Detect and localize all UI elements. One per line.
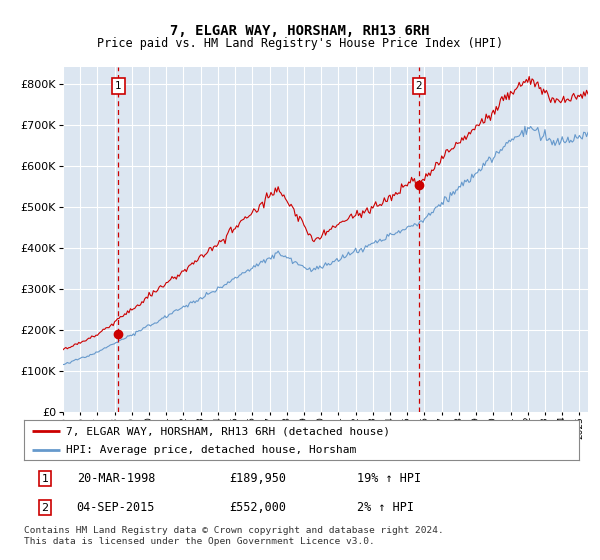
Text: 19% ↑ HPI: 19% ↑ HPI bbox=[357, 472, 421, 485]
Text: 2% ↑ HPI: 2% ↑ HPI bbox=[357, 501, 414, 514]
Text: HPI: Average price, detached house, Horsham: HPI: Average price, detached house, Hors… bbox=[65, 445, 356, 455]
Text: 20-MAR-1998: 20-MAR-1998 bbox=[77, 472, 155, 485]
Text: 04-SEP-2015: 04-SEP-2015 bbox=[77, 501, 155, 514]
Text: 7, ELGAR WAY, HORSHAM, RH13 6RH: 7, ELGAR WAY, HORSHAM, RH13 6RH bbox=[170, 25, 430, 38]
Text: 2: 2 bbox=[41, 503, 49, 512]
Text: 1: 1 bbox=[41, 474, 49, 483]
Text: 7, ELGAR WAY, HORSHAM, RH13 6RH (detached house): 7, ELGAR WAY, HORSHAM, RH13 6RH (detache… bbox=[65, 426, 389, 436]
Text: £189,950: £189,950 bbox=[229, 472, 286, 485]
Text: Price paid vs. HM Land Registry's House Price Index (HPI): Price paid vs. HM Land Registry's House … bbox=[97, 37, 503, 50]
Text: 1: 1 bbox=[115, 81, 122, 91]
Text: Contains HM Land Registry data © Crown copyright and database right 2024.
This d: Contains HM Land Registry data © Crown c… bbox=[24, 526, 444, 546]
Text: 2: 2 bbox=[415, 81, 422, 91]
Text: £552,000: £552,000 bbox=[229, 501, 286, 514]
